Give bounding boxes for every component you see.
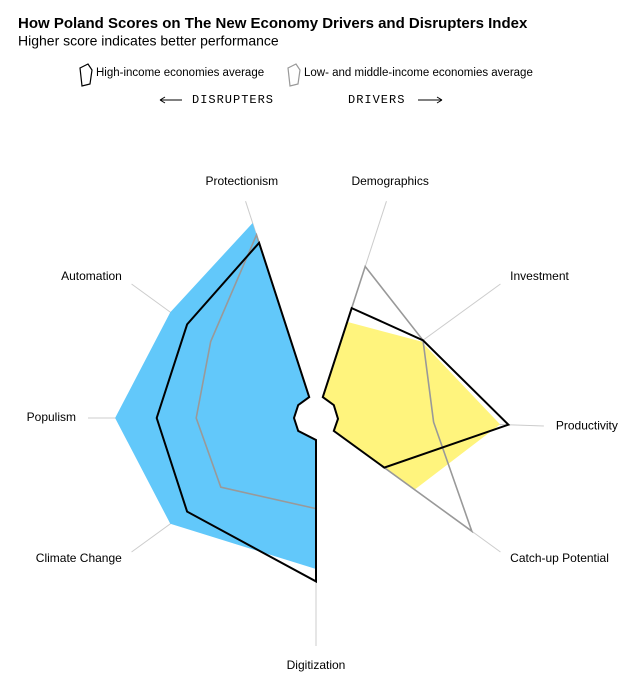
axis-label: Demographics [351,174,428,188]
legend-label: Low- and middle-income economies average [304,67,533,79]
average-line [155,240,317,584]
chart-subtitle: Higher score indicates better performanc… [18,33,279,49]
legend-label: High-income economies average [96,67,264,79]
arrow-right [418,96,443,104]
axis-label: Climate Change [36,551,122,565]
average-line [321,306,511,469]
chart-title: How Poland Scores on The New Economy Dri… [18,15,528,32]
axis-label: Investment [510,269,569,283]
poland-area [322,321,501,490]
axis-label: Protectionism [205,174,278,188]
group-label: DRIVERS [348,93,405,107]
axis-label: Automation [61,269,122,283]
axis-label: Digitization [287,658,346,672]
axis-label: Catch-up Potential [510,551,609,565]
legend-icon [287,63,301,87]
poland-area [115,223,316,569]
arrow-left [159,96,182,104]
group-label: DISRUPTERS [192,93,274,107]
axis-label: Productivity [556,419,618,433]
legend-icon [79,63,93,87]
axis-label: Populism [27,410,76,424]
